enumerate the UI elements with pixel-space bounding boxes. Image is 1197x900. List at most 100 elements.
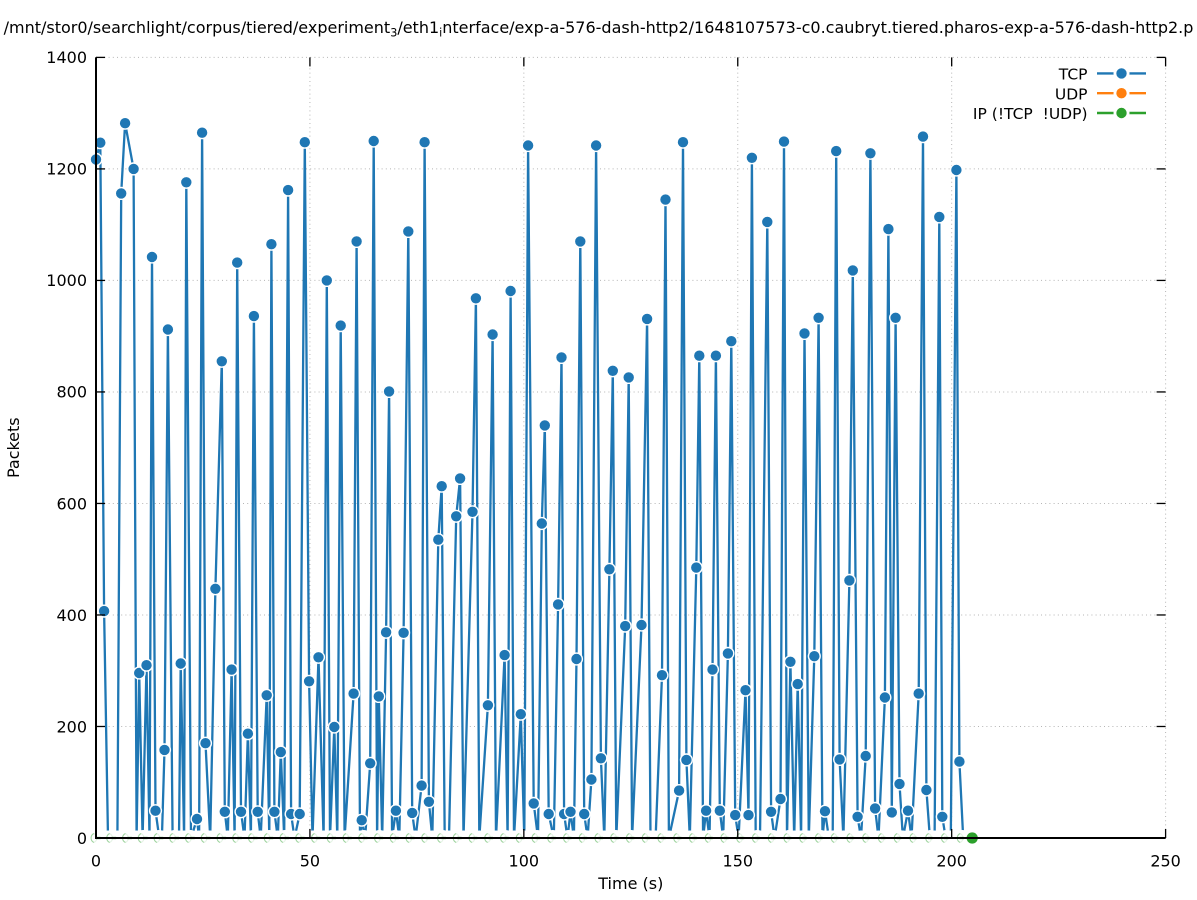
y-tick-label: 200	[56, 717, 87, 736]
tcp-point	[912, 686, 926, 701]
y-tick-label: 1400	[46, 48, 87, 67]
legend-marker-sample	[1113, 65, 1130, 82]
tcp-point	[892, 777, 907, 791]
legend-marker-sample	[1113, 105, 1130, 122]
tcp-point	[382, 384, 396, 399]
tcp-point	[935, 810, 949, 824]
tcp-point	[573, 234, 587, 249]
tcp-point	[389, 804, 403, 818]
tcp-point	[298, 135, 312, 149]
tcp-point	[589, 138, 603, 153]
tcp-point	[208, 582, 223, 596]
tcp-point	[435, 479, 449, 493]
tcp-point	[225, 662, 239, 677]
tcp-markers	[89, 116, 967, 827]
tcp-point	[148, 804, 163, 818]
tcp-point	[350, 234, 364, 249]
y-axis-label: Packets	[4, 417, 23, 478]
tcp-point	[251, 805, 265, 819]
tcp-point	[274, 745, 288, 759]
tcp-point	[538, 418, 552, 433]
y-tick-label: 1200	[46, 160, 87, 179]
tcp-point	[215, 354, 229, 368]
tcp-line	[94, 122, 965, 840]
tcp-point	[198, 736, 213, 750]
tcp-point	[811, 311, 826, 325]
tcp-point	[842, 573, 857, 588]
legend-entry-udp: UDP	[1055, 85, 1146, 103]
tcp-point	[422, 795, 436, 809]
tcp-point	[606, 364, 620, 378]
legend-entry-tcp: TCP	[1058, 65, 1146, 84]
tcp-point	[431, 533, 445, 547]
tcp-point	[551, 597, 565, 612]
tcp-point	[127, 162, 141, 176]
tcp-point	[797, 326, 812, 341]
tcp-point	[535, 516, 549, 531]
tcp-point	[195, 126, 209, 140]
tcp-point	[709, 349, 723, 363]
legend-label: TCP	[1058, 66, 1088, 84]
tcp-point	[267, 805, 282, 819]
tcp-point	[724, 334, 738, 348]
tcp-point	[260, 688, 274, 702]
tcp-point	[584, 772, 599, 787]
tcp-point	[919, 783, 934, 797]
tcp-point	[952, 754, 967, 769]
tcp-point	[281, 183, 295, 197]
tcp-point	[504, 284, 518, 298]
tcp-point	[949, 163, 964, 177]
tcp-point	[179, 175, 193, 189]
tcp-point	[293, 807, 307, 821]
tcp-point	[367, 134, 381, 148]
ip-zero-mark-left	[90, 833, 95, 843]
tcp-point	[320, 273, 334, 288]
tcp-point	[554, 350, 569, 365]
tcp-point	[498, 648, 512, 662]
tcp-point	[542, 807, 556, 821]
tcp-point	[397, 626, 411, 640]
tcp-point	[672, 783, 686, 798]
tcp-point	[679, 753, 694, 767]
tcp-point	[139, 658, 154, 672]
tcp-point	[247, 309, 261, 323]
y-tick-label: 0	[77, 829, 87, 848]
tcp-point	[569, 652, 584, 666]
tcp-point	[689, 560, 703, 575]
tcp-point	[832, 752, 847, 767]
legend-label: IP (!TCP !UDP)	[973, 105, 1088, 123]
y-tick-label: 600	[56, 494, 87, 513]
tcp-point	[618, 619, 632, 633]
tcp-point	[764, 805, 778, 819]
tcp-point	[741, 808, 756, 822]
tcp-point	[334, 319, 348, 333]
tcp-point	[721, 646, 735, 661]
tcp-point	[807, 649, 821, 663]
tcp-point	[791, 677, 805, 691]
tcp-point	[859, 749, 873, 763]
tcp-point	[622, 370, 636, 385]
x-tick-label: 250	[1150, 852, 1181, 871]
tcp-point	[676, 135, 690, 149]
tcp-point	[728, 808, 742, 822]
tcp-point	[486, 327, 500, 342]
tcp-point	[118, 116, 132, 130]
tcp-point	[658, 193, 673, 207]
tcp-point	[602, 562, 617, 576]
tcp-point	[888, 311, 903, 325]
tcp-point	[347, 686, 361, 701]
tcp-point	[850, 810, 865, 824]
tcp-point	[705, 662, 720, 677]
tcp-point	[699, 804, 713, 818]
x-tick-label: 0	[91, 852, 101, 871]
tcp-point	[469, 291, 483, 305]
tcp-point	[302, 674, 316, 688]
y-tick-label: 800	[56, 383, 87, 402]
x-axis-label: Time (s)	[597, 874, 663, 893]
tcp-point	[264, 237, 279, 251]
tcp-point	[514, 707, 528, 721]
tcp-point	[634, 618, 649, 632]
y-tick-label: 1000	[46, 271, 87, 290]
